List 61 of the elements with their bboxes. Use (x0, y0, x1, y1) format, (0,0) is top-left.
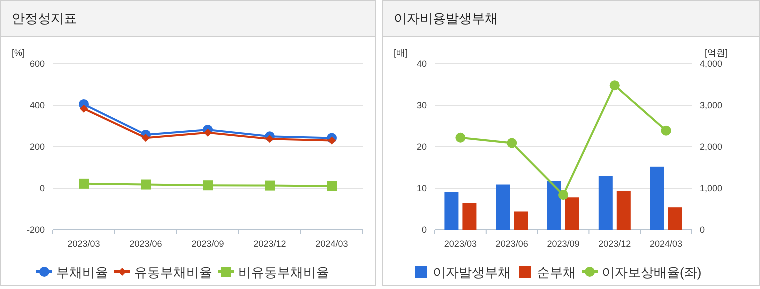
x-tick-label: 2023/03 (444, 239, 477, 249)
y-tick-label: 10 (416, 184, 427, 194)
legend-label: 순부채 (537, 265, 576, 280)
y-tick-label: 40 (416, 59, 427, 69)
y2-tick-label: 2,000 (700, 142, 723, 152)
x-tick-label: 2024/03 (650, 239, 683, 249)
legend-label: 이자보상배율(좌) (602, 265, 702, 280)
point (79, 178, 89, 189)
x-tick-label: 2023/12 (254, 239, 286, 249)
bar (668, 208, 682, 230)
y2-axis-title: [억원] (705, 48, 728, 58)
y-tick-label: 0 (422, 225, 427, 235)
legend-label: 비유동부채비율 (238, 265, 330, 280)
legend-label: 부채비율 (56, 265, 108, 280)
point (610, 80, 620, 91)
x-tick-label: 2024/03 (316, 239, 348, 249)
y-tick-label: 200 (30, 142, 45, 152)
point (328, 136, 336, 145)
point (203, 180, 213, 191)
point (661, 126, 672, 136)
x-tick-label: 2023/06 (496, 239, 528, 249)
y-tick-label: -200 (26, 225, 45, 235)
point (80, 104, 88, 113)
y-axis-title: [배] (394, 48, 408, 58)
y-tick-label: 400 (30, 100, 45, 110)
y2-tick-label: 1,000 (700, 184, 723, 194)
point (204, 128, 212, 137)
y-tick-label: 30 (416, 100, 427, 110)
x-tick-label: 2023/09 (192, 239, 224, 249)
point (327, 181, 337, 192)
bar (650, 166, 664, 230)
bar (548, 181, 562, 230)
x-tick-label: 2023/06 (130, 239, 162, 249)
y2-tick-label: 4,000 (700, 59, 723, 69)
bar (514, 212, 528, 230)
y-tick-label: 20 (416, 142, 427, 152)
legend-label: 유동부채비율 (134, 265, 212, 280)
point (558, 190, 568, 200)
y2-tick-label: 0 (700, 225, 706, 235)
point (142, 134, 150, 142)
point (141, 180, 151, 190)
x-tick-label: 2023/09 (547, 239, 580, 249)
bar (566, 198, 580, 230)
x-tick-label: 2023/12 (598, 239, 632, 249)
point (507, 138, 518, 148)
bar (616, 190, 631, 230)
chart-title: 안정성지표 (12, 11, 77, 26)
chart-title: 이자비용발생부채 (394, 11, 498, 26)
x-tick-label: 2023/03 (68, 239, 100, 249)
bar (496, 184, 510, 230)
point (265, 180, 275, 191)
bar (444, 192, 459, 230)
point (266, 135, 274, 144)
y-tick-label: 0 (40, 184, 45, 194)
point (456, 132, 466, 143)
y-axis-title: [%] (12, 48, 26, 58)
legend-label: 이자발생부채 (433, 265, 511, 280)
bar (598, 176, 613, 230)
y-tick-label: 600 (30, 59, 45, 69)
y2-tick-label: 3,000 (700, 100, 723, 110)
bar (462, 203, 477, 230)
